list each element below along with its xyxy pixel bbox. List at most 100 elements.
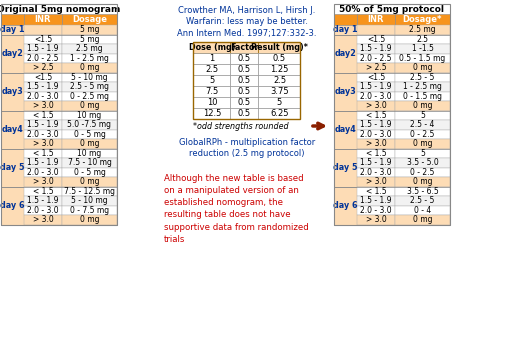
- Text: 0.5: 0.5: [238, 65, 251, 74]
- Bar: [231, 75, 259, 86]
- Bar: [395, 82, 450, 92]
- Text: < 1.5: < 1.5: [365, 111, 386, 120]
- Text: 2.5 - 5: 2.5 - 5: [410, 196, 435, 205]
- Text: day 5: day 5: [333, 163, 358, 172]
- Text: 0 - 4: 0 - 4: [414, 206, 431, 215]
- Text: 2.0 - 3.0: 2.0 - 3.0: [360, 92, 392, 101]
- Text: GlobalRPh - multiplication factor
reduction (2.5 mg protocol): GlobalRPh - multiplication factor reduct…: [179, 138, 315, 158]
- Text: 1.5 - 1.9: 1.5 - 1.9: [360, 82, 392, 91]
- Bar: [395, 215, 450, 224]
- Bar: [62, 92, 117, 101]
- Text: INR: INR: [367, 15, 384, 24]
- Text: 10 mg: 10 mg: [77, 149, 102, 158]
- Bar: [1, 4, 117, 224]
- Text: 5: 5: [420, 149, 425, 158]
- Bar: [62, 149, 117, 158]
- Bar: [357, 158, 395, 168]
- Text: 50% of 5mg protocol: 50% of 5mg protocol: [340, 5, 444, 14]
- Text: 0 - 7.5 mg: 0 - 7.5 mg: [70, 206, 109, 215]
- Text: <1.5: <1.5: [367, 73, 385, 82]
- Bar: [334, 149, 357, 186]
- Bar: [395, 25, 450, 34]
- Text: day3: day3: [334, 87, 356, 96]
- Bar: [1, 73, 24, 111]
- Text: day3: day3: [2, 87, 23, 96]
- Text: 2.0 - 2.5: 2.0 - 2.5: [360, 54, 392, 63]
- Bar: [62, 73, 117, 82]
- Text: <1.5: <1.5: [34, 35, 52, 44]
- Bar: [259, 97, 300, 108]
- Text: <1.5: <1.5: [34, 73, 52, 82]
- Text: 0 mg: 0 mg: [413, 215, 432, 224]
- Text: 2.0 - 3.0: 2.0 - 3.0: [360, 130, 392, 139]
- Text: 2.5 mg: 2.5 mg: [76, 44, 103, 53]
- Text: 1.25: 1.25: [270, 65, 289, 74]
- Text: < 1.5: < 1.5: [33, 111, 53, 120]
- Bar: [24, 92, 62, 101]
- Bar: [24, 34, 62, 44]
- Text: 0.5: 0.5: [238, 54, 251, 63]
- Bar: [357, 139, 395, 149]
- Text: > 3.0: > 3.0: [33, 177, 53, 186]
- Text: 2.5: 2.5: [416, 35, 429, 44]
- Text: 2.0 - 3.0: 2.0 - 3.0: [27, 130, 59, 139]
- Bar: [357, 44, 395, 53]
- Text: 1.5 - 1.9: 1.5 - 1.9: [27, 120, 59, 129]
- Bar: [193, 97, 231, 108]
- Bar: [24, 111, 62, 120]
- Bar: [62, 186, 117, 196]
- Text: 2.0 - 3.0: 2.0 - 3.0: [27, 206, 59, 215]
- Text: > 2.5: > 2.5: [33, 63, 53, 72]
- Text: 0.5: 0.5: [273, 54, 286, 63]
- Text: day 6: day 6: [333, 201, 358, 210]
- Text: 2.0 - 3.0: 2.0 - 3.0: [27, 92, 59, 101]
- Text: < 1.5: < 1.5: [33, 187, 53, 196]
- Text: <1.5: <1.5: [367, 35, 385, 44]
- Text: 12.5: 12.5: [203, 109, 221, 118]
- Bar: [193, 86, 231, 97]
- Bar: [231, 108, 259, 119]
- Bar: [24, 205, 62, 215]
- Bar: [395, 120, 450, 130]
- Text: 6.25: 6.25: [270, 109, 289, 118]
- Bar: [259, 42, 300, 53]
- Bar: [62, 139, 117, 149]
- Bar: [357, 25, 395, 34]
- Bar: [24, 63, 62, 73]
- Text: 10 mg: 10 mg: [77, 111, 102, 120]
- Bar: [357, 196, 395, 205]
- Bar: [395, 92, 450, 101]
- Text: 0 mg: 0 mg: [80, 101, 99, 110]
- Bar: [231, 64, 259, 75]
- Text: 0 - 5 mg: 0 - 5 mg: [74, 130, 105, 139]
- Bar: [24, 196, 62, 205]
- Text: > 3.0: > 3.0: [365, 177, 386, 186]
- Bar: [62, 82, 117, 92]
- Text: 0 mg: 0 mg: [413, 139, 432, 148]
- Text: < 1.5: < 1.5: [365, 149, 386, 158]
- Bar: [395, 14, 450, 25]
- Bar: [1, 186, 24, 224]
- Bar: [357, 101, 395, 111]
- Bar: [357, 130, 395, 139]
- Text: 0.5: 0.5: [238, 109, 251, 118]
- Text: 0 - 2.5: 0 - 2.5: [410, 168, 435, 177]
- Text: 5 mg: 5 mg: [80, 35, 99, 44]
- Bar: [357, 82, 395, 92]
- Text: 1.5 - 1.9: 1.5 - 1.9: [360, 196, 392, 205]
- Text: 1.5 - 1.9: 1.5 - 1.9: [27, 44, 59, 53]
- Bar: [395, 158, 450, 168]
- Text: 5 - 10 mg: 5 - 10 mg: [71, 73, 108, 82]
- Text: 2.0 - 3.0: 2.0 - 3.0: [360, 206, 392, 215]
- Bar: [62, 111, 117, 120]
- Bar: [395, 168, 450, 177]
- Bar: [357, 63, 395, 73]
- Text: day 5: day 5: [0, 163, 25, 172]
- Text: 2.5 - 5 mg: 2.5 - 5 mg: [70, 82, 109, 91]
- Bar: [24, 73, 62, 82]
- Text: 2.5 - 5: 2.5 - 5: [410, 73, 435, 82]
- Bar: [395, 139, 450, 149]
- Text: Factor: Factor: [230, 43, 259, 52]
- Text: 0 mg: 0 mg: [413, 101, 432, 110]
- Text: 1.5 - 1.9: 1.5 - 1.9: [27, 158, 59, 167]
